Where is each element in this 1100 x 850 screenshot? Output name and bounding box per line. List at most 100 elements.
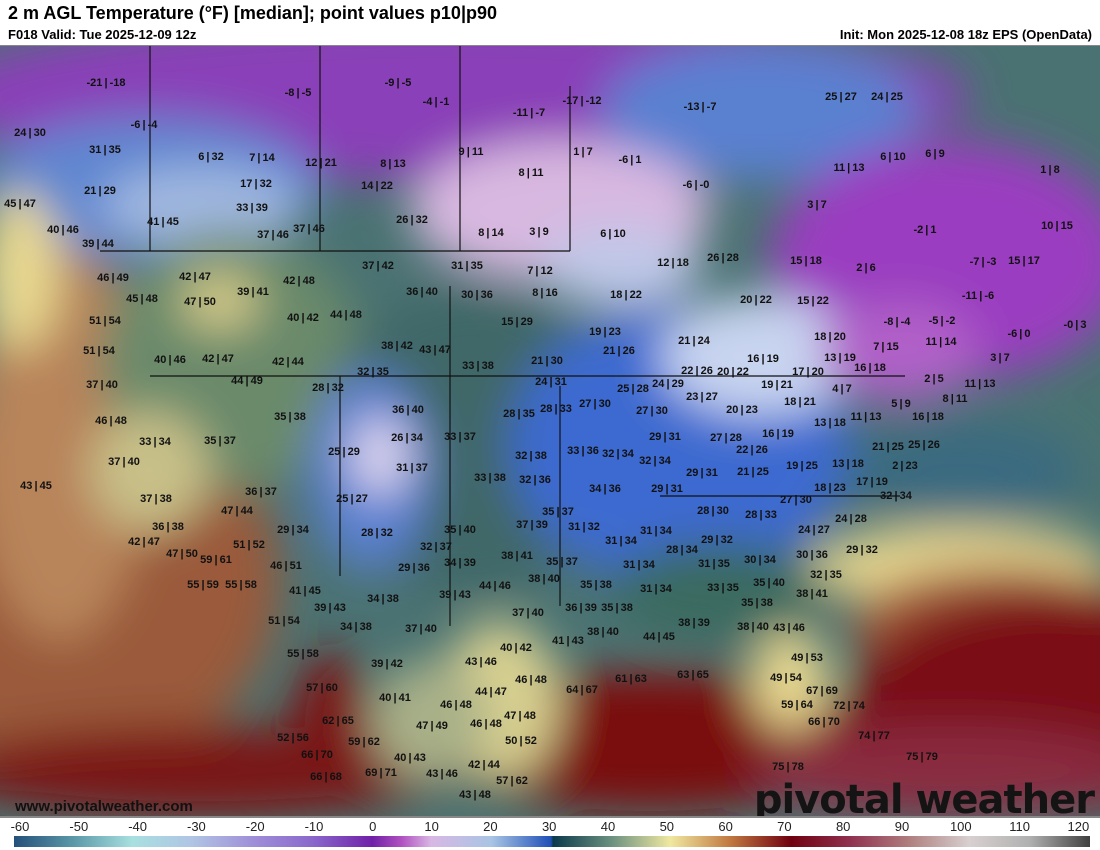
colorbar-tick-label: -50 — [69, 819, 89, 834]
point-value: 36 | 39 — [565, 602, 597, 614]
point-value: 30 | 36 — [461, 289, 493, 301]
point-value: 34 | 38 — [340, 621, 372, 633]
point-value: 33 | 38 — [474, 472, 506, 484]
point-value: 28 | 35 — [503, 408, 535, 420]
point-value: 44 | 47 — [475, 686, 507, 698]
point-value: 32 | 34 — [602, 448, 634, 460]
point-value: 46 | 48 — [95, 415, 127, 427]
point-value: 55 | 58 — [287, 648, 319, 660]
pivotal-weather-logo: pivotal weather — [753, 777, 1095, 818]
colorbar-tick-label: 30 — [541, 819, 557, 834]
map-title: 2 m AGL Temperature (°F) [median]; point… — [8, 3, 497, 23]
point-value: 21 | 29 — [84, 185, 116, 197]
point-value: 51 | 54 — [83, 345, 115, 357]
temperature-region — [540, 226, 700, 306]
point-value: 40 | 46 — [154, 354, 186, 366]
point-value: 27 | 28 — [710, 432, 742, 444]
point-value: 18 | 23 — [814, 482, 846, 494]
point-value: 17 | 19 — [856, 476, 888, 488]
point-value: 67 | 69 — [806, 685, 838, 697]
point-value: 37 | 40 — [86, 379, 118, 391]
point-value: 4 | 7 — [832, 383, 852, 395]
point-value: 32 | 38 — [515, 450, 547, 462]
point-value: 75 | 79 — [906, 751, 938, 763]
point-value: 35 | 40 — [753, 577, 785, 589]
colorbar-tick-label: -30 — [186, 819, 206, 834]
point-value: 31 | 35 — [698, 558, 730, 570]
point-value: 2 | 23 — [892, 460, 918, 472]
point-value: 46 | 48 — [440, 699, 472, 711]
point-value: 24 | 25 — [871, 91, 903, 103]
point-value: 33 | 37 — [444, 431, 476, 443]
temperature-map[interactable]: -21 | -18 -8 | -5 -9 | -5 -4 | -1 -11 | -7 -1… — [0, 45, 1100, 818]
colorbar-tick-label: 60 — [718, 819, 733, 834]
point-value: 45 | 48 — [126, 293, 158, 305]
point-value: 59 | 62 — [348, 736, 380, 748]
temperature-field — [0, 46, 1100, 816]
point-value: 28 | 32 — [361, 527, 393, 539]
point-value: 41 | 43 — [552, 635, 584, 647]
point-value: 8 | 11 — [518, 167, 544, 179]
point-value: 32 | 37 — [420, 541, 452, 553]
point-value: -9 | -5 — [384, 77, 412, 89]
point-value: 16 | 19 — [747, 353, 779, 365]
point-value: 29 | 32 — [846, 544, 878, 556]
point-value: 42 | 44 — [272, 356, 304, 368]
colorbar-tick-label: 20 — [483, 819, 498, 834]
point-value: 19 | 21 — [761, 379, 793, 391]
point-value: 29 | 36 — [398, 562, 430, 574]
point-value: 57 | 60 — [306, 682, 338, 694]
point-value: 24 | 31 — [535, 376, 567, 388]
point-value: 69 | 71 — [365, 767, 397, 779]
point-value: 8 | 14 — [478, 227, 504, 239]
point-value: 20 | 23 — [726, 404, 758, 416]
point-value: 16 | 18 — [912, 411, 944, 423]
point-value: 12 | 21 — [305, 157, 337, 169]
colorbar-tick-label: 100 — [949, 819, 972, 834]
point-value: 47 | 50 — [184, 296, 216, 308]
point-value: 25 | 28 — [617, 383, 649, 395]
point-value: 44 | 46 — [479, 580, 511, 592]
point-value: 13 | 18 — [814, 417, 846, 429]
point-value: 29 | 32 — [701, 534, 733, 546]
point-value: -11 | -6 — [961, 290, 995, 302]
point-value: 47 | 49 — [416, 720, 448, 732]
colorbar-tick-label: -10 — [304, 819, 324, 834]
point-value: 15 | 17 — [1008, 255, 1040, 267]
point-value: 47 | 48 — [504, 710, 536, 722]
point-value: 19 | 23 — [589, 326, 621, 338]
point-value: 13 | 18 — [832, 458, 864, 470]
temperature-region — [840, 421, 1080, 521]
point-value: 34 | 39 — [444, 557, 476, 569]
point-value: 75 | 78 — [772, 761, 804, 773]
colorbar-tick-label: 80 — [835, 819, 851, 834]
point-value: 14 | 22 — [361, 180, 393, 192]
point-value: 40 | 41 — [379, 692, 411, 704]
point-value: 40 | 42 — [500, 642, 532, 654]
point-value: 5 | 9 — [891, 398, 911, 410]
point-value: 30 | 36 — [796, 549, 828, 561]
point-value: 36 | 37 — [245, 486, 277, 498]
colorbar-tick-label: 10 — [424, 819, 439, 834]
init-time: Init: Mon 2025-12-08 18z EPS (OpenData) — [839, 27, 1092, 42]
point-value: 11 | 13 — [964, 378, 996, 390]
point-value: 25 | 29 — [328, 446, 360, 458]
point-value: -8 | -5 — [284, 87, 312, 99]
point-value: -8 | -4 — [883, 316, 911, 328]
point-value: 39 | 43 — [314, 602, 346, 614]
point-value: 26 | 34 — [391, 432, 423, 444]
point-value: 44 | 45 — [643, 631, 675, 643]
point-value: 32 | 35 — [810, 569, 842, 581]
point-value: 22 | 26 — [681, 365, 713, 377]
point-value: -6 | -0 — [682, 179, 710, 191]
point-value: 21 | 30 — [531, 355, 563, 367]
point-value: 37 | 38 — [140, 493, 172, 505]
point-value: 28 | 32 — [312, 382, 344, 394]
point-value: 42 | 47 — [202, 353, 234, 365]
point-value: 35 | 37 — [204, 435, 236, 447]
point-value: 42 | 47 — [179, 271, 211, 283]
point-value: 32 | 36 — [519, 474, 551, 486]
point-value: 31 | 34 — [605, 535, 637, 547]
point-value: 37 | 46 — [257, 229, 289, 241]
point-value: 66 | 70 — [301, 749, 333, 761]
